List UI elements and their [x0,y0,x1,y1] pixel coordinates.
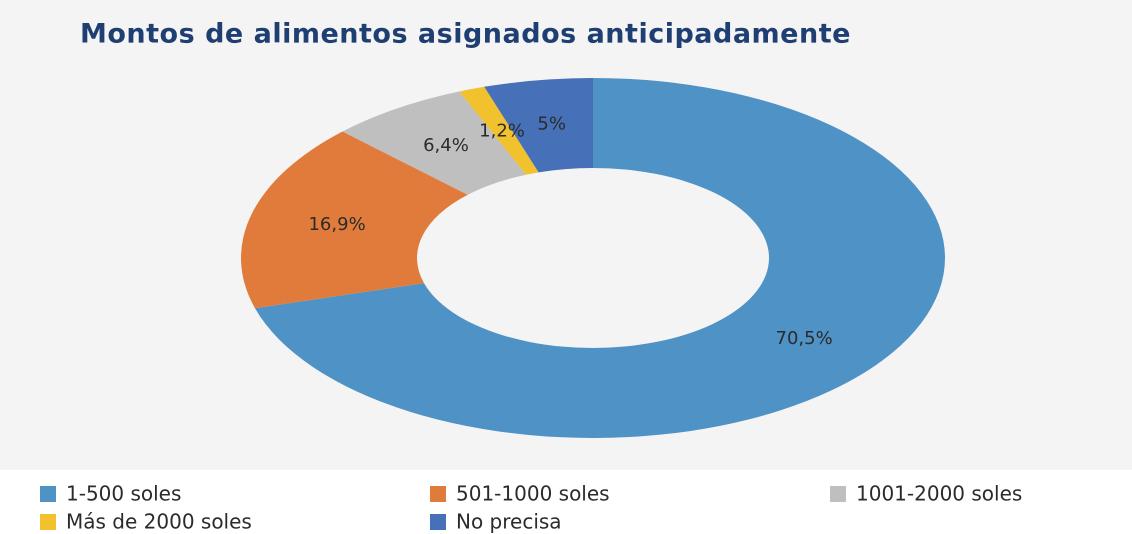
slice-label: 5% [537,114,566,135]
legend-label: 1001-2000 soles [856,482,1022,506]
slice-label: 6,4% [423,135,469,156]
legend-label: No precisa [456,510,562,534]
slice-label: 16,9% [308,214,365,235]
slice-label: 70,5% [776,328,833,349]
legend-label: Más de 2000 soles [66,510,252,534]
donut-slice [459,86,539,175]
legend-swatch [830,486,846,502]
chart-title: Montos de alimentos asignados anticipada… [80,19,851,50]
legend-swatch [40,514,56,530]
donut-slice [484,78,593,173]
slice-label: 1,2% [479,120,525,141]
legend-swatch [40,486,56,502]
legend-swatch [430,486,446,502]
legend-swatch [430,514,446,530]
legend-label: 501-1000 soles [456,482,610,506]
legend-label: 1-500 soles [66,482,181,506]
donut-slice [240,131,468,309]
donut-slice [342,91,527,195]
donut-slice [254,78,945,439]
